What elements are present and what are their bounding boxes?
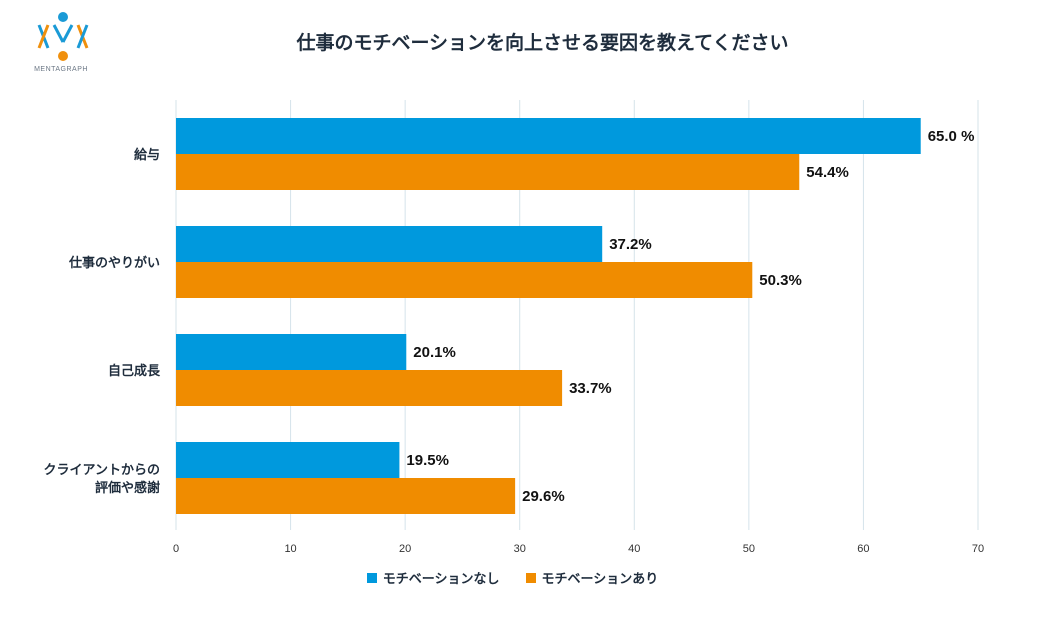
x-tick-label: 0: [173, 543, 179, 555]
data-label: 20.1%: [413, 344, 456, 361]
bar: [176, 442, 400, 478]
chart-legend: モチベーションなし モチベーションあり: [0, 568, 1025, 587]
x-tick-label: 50: [743, 543, 755, 555]
legend-item-without: モチベーションなし: [366, 568, 500, 587]
logo-stroke: [52, 24, 65, 43]
data-label: 54.4%: [806, 164, 849, 181]
logo-text: MENTAGRAPH: [34, 66, 88, 73]
category-label: 自己成長: [108, 363, 161, 379]
bar-chart: 0 10 20 30 40 50 60 70 65.0 % 54.4% 給与 37.2% 50.3% 仕事…: [44, 100, 984, 555]
legend-item-with: モチベーションあり: [525, 568, 659, 587]
x-tick-label: 30: [514, 543, 526, 555]
logo-stroke: [76, 24, 89, 49]
data-label: 50.3%: [759, 272, 802, 289]
data-label: 33.7%: [569, 380, 612, 397]
x-tick-label: 70: [972, 543, 984, 555]
category-label: 給与: [134, 147, 160, 163]
category-label: クライアントからの: [44, 463, 160, 478]
logo-top-dot: [58, 12, 68, 22]
data-label: 19.5%: [406, 452, 449, 469]
bar: [176, 478, 516, 514]
category-label: 仕事のやりがい: [68, 255, 160, 271]
logo-bottom-dot: [58, 51, 68, 61]
bar: [176, 154, 800, 190]
bar: [176, 118, 921, 154]
bar: [176, 226, 603, 262]
x-tick-label: 20: [399, 543, 411, 555]
legend-label-without: モチベーションなし: [382, 572, 500, 587]
x-tick-label: 10: [284, 543, 296, 555]
logo-stroke: [37, 24, 50, 49]
chart-title: 仕事のモチベーションを向上させる要因を教えてください: [296, 32, 789, 54]
data-label: 37.2%: [609, 236, 652, 253]
bar: [176, 262, 753, 298]
legend-swatch-without: [366, 572, 377, 583]
x-tick-label: 40: [628, 543, 640, 555]
x-tick-label: 60: [857, 543, 869, 555]
logo-stroke: [61, 24, 74, 43]
data-label: 29.6%: [522, 488, 565, 505]
bar: [176, 334, 407, 370]
bar: [176, 370, 563, 406]
mentagraph-logo: [37, 12, 89, 61]
legend-swatch-with: [525, 572, 536, 583]
data-label: 65.0 %: [928, 128, 975, 145]
category-label: 評価や感謝: [95, 480, 160, 496]
legend-label-with: モチベーションあり: [541, 572, 659, 587]
